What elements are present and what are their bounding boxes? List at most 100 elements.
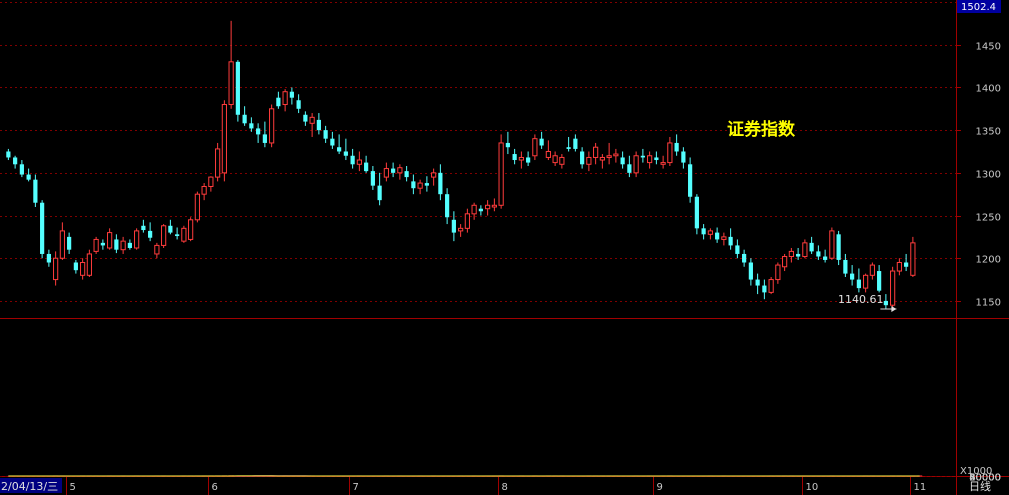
candle	[80, 258, 86, 280]
candle	[107, 228, 113, 250]
candle-body	[526, 157, 531, 163]
month-label: 9	[657, 482, 663, 493]
candle-body	[194, 193, 200, 221]
candle	[370, 166, 375, 190]
price-tick-label: 1400	[976, 84, 1001, 95]
candle	[53, 251, 59, 286]
candle-body	[53, 257, 59, 281]
candle-body	[552, 155, 558, 164]
candle	[735, 239, 740, 259]
candle-body	[451, 219, 456, 233]
candle-body	[647, 155, 653, 164]
date-label: 2/04/13/三	[1, 480, 58, 493]
candle	[545, 140, 551, 161]
candle	[836, 230, 841, 266]
candle-body	[221, 104, 227, 174]
candle	[316, 113, 321, 135]
low-marker: 1140.61	[838, 293, 897, 312]
candle	[580, 147, 585, 169]
candle-body	[545, 150, 551, 158]
candle	[33, 174, 38, 207]
candle	[850, 265, 855, 286]
candle	[337, 134, 342, 155]
candle	[707, 228, 713, 240]
candle	[896, 258, 902, 276]
candle-body	[59, 230, 65, 259]
candle-body	[445, 194, 450, 218]
candle	[586, 151, 592, 172]
candle-body	[491, 204, 497, 208]
candle	[208, 176, 214, 192]
candle-body	[863, 274, 869, 289]
candle-body	[80, 261, 86, 276]
candle	[134, 228, 140, 250]
candle-body	[573, 138, 578, 149]
candle	[350, 148, 355, 169]
candle-body	[775, 264, 781, 281]
candle	[404, 166, 409, 182]
candle-body	[154, 244, 160, 255]
candle	[181, 225, 187, 243]
candle	[141, 219, 146, 233]
candle	[552, 151, 558, 167]
candle	[768, 277, 774, 295]
candle-body	[86, 253, 92, 276]
candle-body	[134, 230, 140, 249]
candle	[364, 155, 369, 173]
candle	[417, 179, 423, 195]
candle-body	[566, 147, 571, 149]
candle	[438, 164, 443, 201]
candle-body	[856, 279, 861, 289]
candle	[674, 134, 679, 156]
candle-body	[161, 225, 167, 246]
candle-body	[228, 61, 234, 106]
price-tick-label: 1450	[976, 42, 1001, 53]
candle-body	[681, 151, 686, 163]
candle	[762, 279, 767, 300]
low-marker-label: 1140.61	[838, 293, 884, 306]
candle-body	[505, 142, 510, 148]
candle-body	[688, 164, 693, 197]
candle-body	[532, 138, 538, 157]
candle	[67, 232, 72, 254]
candle-body	[850, 273, 855, 280]
candle-body	[33, 179, 38, 203]
candle	[100, 239, 105, 250]
month-label: 7	[353, 482, 359, 493]
candle	[829, 227, 835, 260]
candle-body	[343, 151, 348, 156]
candle-body	[383, 168, 389, 178]
candle	[383, 162, 389, 182]
candle	[19, 160, 24, 178]
candle-body	[269, 108, 275, 144]
candle	[282, 89, 288, 112]
candle	[843, 253, 848, 278]
candle	[728, 228, 733, 250]
candle	[242, 106, 247, 126]
price-tick-label: 1250	[976, 213, 1001, 224]
candle-body	[350, 155, 355, 165]
candle	[391, 162, 396, 178]
candle-body	[356, 159, 362, 165]
candle	[154, 242, 160, 259]
candle-body	[910, 242, 916, 276]
candle	[802, 239, 808, 259]
candle-body	[201, 185, 207, 195]
candle-body	[735, 245, 740, 254]
candle-body	[593, 146, 599, 158]
price-grid	[0, 2, 956, 302]
candle	[498, 134, 504, 209]
candle-body	[869, 264, 875, 276]
candle-body	[364, 162, 369, 172]
candle	[688, 157, 693, 203]
candle	[539, 131, 544, 149]
candle-body	[904, 262, 909, 267]
candle-body	[471, 204, 477, 215]
candle-body	[613, 153, 619, 157]
volume-tick-label: 40000	[969, 473, 1001, 484]
candle	[633, 151, 639, 178]
month-label: 11	[914, 482, 927, 493]
candle	[748, 258, 753, 286]
candle	[869, 262, 875, 280]
